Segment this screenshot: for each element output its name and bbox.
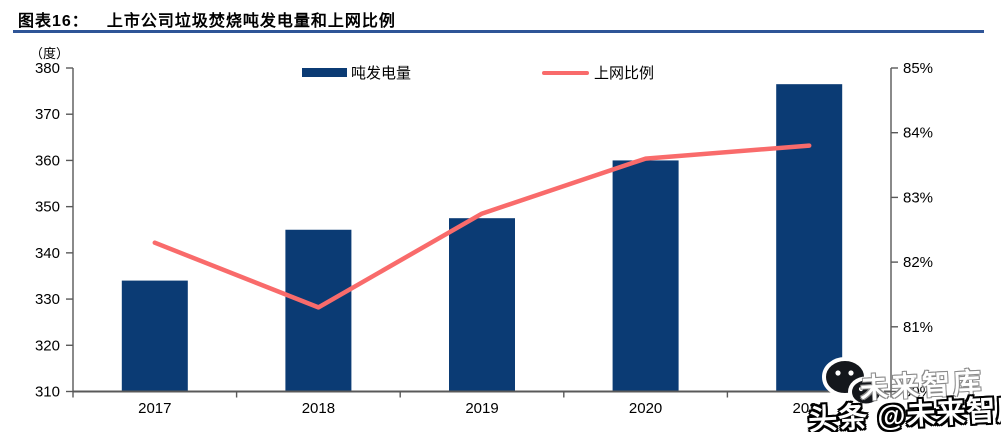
bar-2018 (285, 229, 352, 392)
legend-bar-label: 吨发电量 (351, 65, 412, 82)
left-axis-tick-label: 330 (35, 291, 60, 308)
right-axis-tick-label: 83% (903, 189, 933, 206)
left-axis-tick-label: 350 (35, 199, 60, 216)
left-axis-tick-label: 340 (35, 245, 60, 262)
left-axis-unit-label: （度） (30, 46, 70, 61)
bar-2017 (121, 280, 188, 392)
legend-line-swatch (542, 71, 589, 75)
x-axis (72, 390, 892, 398)
right-axis-tick-label: 85% (903, 60, 933, 77)
right-axis-tick-label: 84% (903, 125, 933, 142)
left-axis-tick-label: 320 (35, 337, 60, 354)
left-axis-tick-label: 310 (35, 384, 60, 401)
left-axis-tick-label: 370 (35, 106, 60, 123)
figure-header: 图表16： 上市公司垃圾焚烧吨发电量和上网比例 (18, 7, 396, 31)
left-axis-tick-label: 360 (35, 152, 60, 169)
x-axis-category-label: 2021 (793, 400, 826, 417)
x-axis-category-label: 2019 (465, 400, 498, 417)
bar-2020 (612, 160, 679, 392)
x-axis-category-label: 2020 (629, 400, 662, 417)
legend-bar-swatch (302, 68, 347, 77)
right-axis-tick-label: 80% (903, 384, 933, 401)
figure-title: 上市公司垃圾焚烧吨发电量和上网比例 (106, 13, 396, 30)
left-axis (66, 67, 74, 393)
figure-number: 图表16： (18, 13, 89, 30)
right-axis (890, 67, 898, 393)
legend-line-label: 上网比例 (594, 65, 655, 82)
right-axis-tick-label: 82% (903, 254, 933, 271)
bars-group (121, 84, 843, 392)
bar-2019 (449, 218, 515, 392)
bar-2021 (776, 84, 843, 392)
right-axis-tick-label: 81% (903, 319, 933, 336)
left-axis-tick-label: 380 (35, 60, 60, 77)
x-axis-category-label: 2018 (302, 400, 335, 417)
x-axis-category-label: 2017 (138, 400, 171, 417)
ratio-line (152, 143, 812, 310)
title-underline (13, 30, 984, 33)
